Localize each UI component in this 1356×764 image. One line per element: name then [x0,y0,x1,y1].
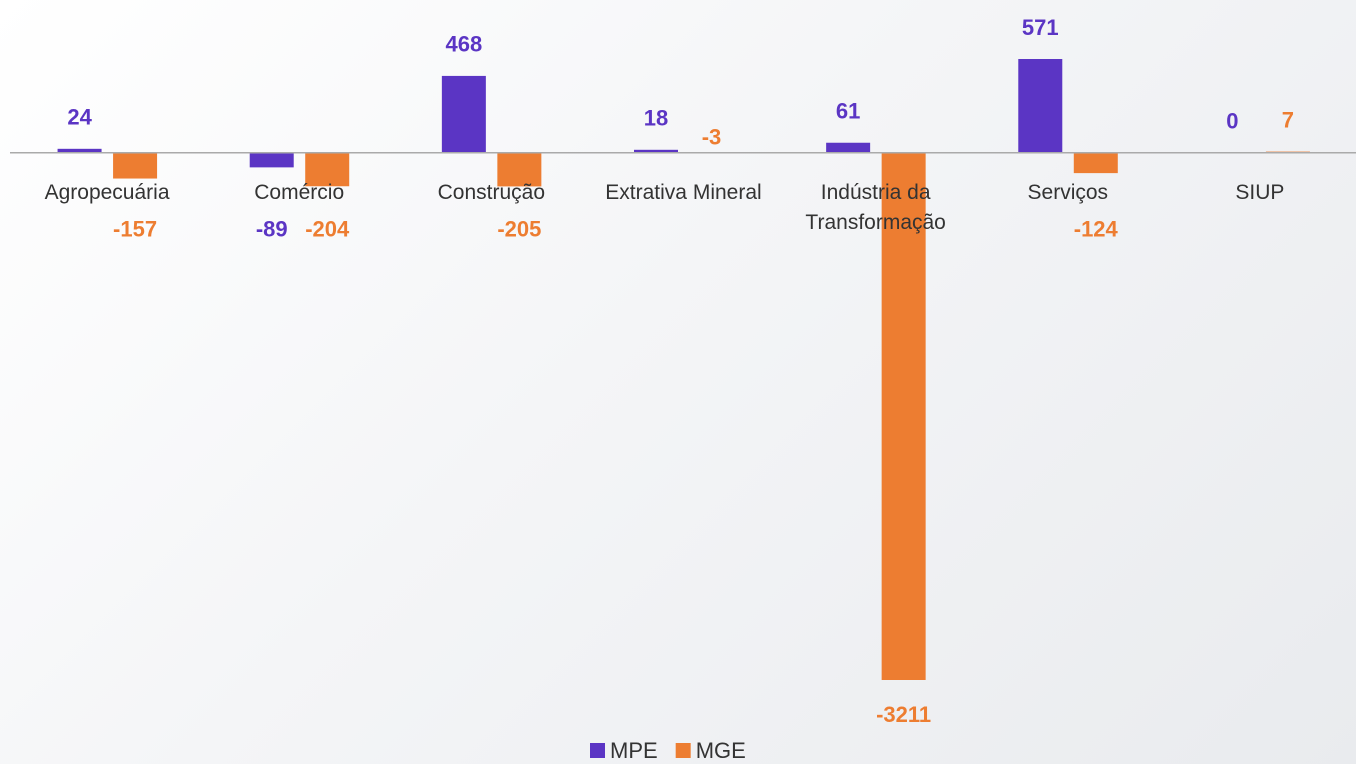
bar [113,152,158,179]
data-label: 24 [67,105,92,130]
bar [305,152,350,187]
bar [826,142,871,153]
legend-swatch [590,743,605,758]
bar [441,75,486,153]
x-tick-label: Comércio [254,180,345,204]
legend-label: MPE [610,738,658,763]
data-label: 18 [644,106,668,131]
data-label: -157 [113,217,157,242]
data-label: 7 [1282,107,1294,132]
x-tick-label: SIUP [1235,180,1285,204]
data-label: 571 [1022,15,1059,40]
data-label: 61 [836,99,860,124]
bar [497,152,542,187]
x-tick-label: Agropecuária [44,180,170,204]
bar [881,152,926,680]
bar [249,152,294,168]
data-label: -205 [497,217,541,242]
legend-label: MGE [696,738,746,763]
bar [1073,152,1118,174]
data-label: -204 [305,217,350,242]
data-label: -3211 [876,702,931,727]
bar [634,149,678,153]
bar [57,148,102,153]
data-label: -124 [1074,217,1119,242]
data-label: -89 [256,217,288,242]
data-label: 0 [1226,109,1238,134]
legend-swatch [675,743,691,758]
bar [1018,59,1063,153]
x-tick-label: Construção [437,180,546,204]
data-label: -3 [702,125,722,150]
x-tick-label: Indústria da Transformação [805,180,946,234]
x-tick-label: Serviços [1027,180,1109,204]
x-tick-label: Extrativa Mineral [605,180,762,204]
data-label: 468 [445,32,482,57]
